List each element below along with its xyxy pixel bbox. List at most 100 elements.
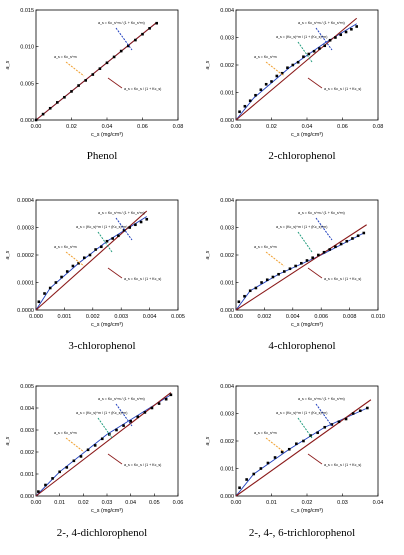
data-point — [93, 444, 97, 447]
data-point — [282, 270, 286, 273]
data-point — [117, 234, 120, 238]
data-point — [65, 270, 69, 273]
x-tick-label: 0.005 — [171, 314, 185, 320]
toth-arrow — [97, 231, 113, 253]
x-axis-label: c_s (mg/cm³) — [91, 322, 123, 328]
sips-arrow — [115, 403, 133, 427]
data-point — [115, 428, 118, 432]
sips-equation: a_s = Kc_s^m / (1 + Kc_s^m) — [98, 211, 145, 215]
plot-frame — [235, 199, 379, 311]
data-point — [334, 36, 337, 39]
data-point — [330, 423, 334, 426]
data-point — [56, 101, 59, 104]
x-tick-label: 0.02 — [302, 500, 313, 506]
x-tick-label: 0.02 — [66, 124, 77, 130]
data-point — [100, 245, 103, 249]
data-point — [318, 47, 321, 50]
data-point — [128, 226, 132, 229]
langmuir-arrow — [107, 77, 123, 89]
data-point — [122, 424, 125, 427]
y-tick-label: 0.004 — [220, 8, 234, 14]
sips-arrow — [315, 403, 333, 427]
y-tick-label: 0.0003 — [17, 226, 34, 232]
data-point — [145, 217, 149, 221]
data-point — [259, 467, 263, 470]
data-point — [134, 223, 137, 227]
data-point — [139, 220, 143, 224]
sips-equation: a_s = Kc_s^m / (1 + Kc_s^m) — [298, 397, 345, 401]
x-axis-label: c_s (mg/cm³) — [291, 132, 323, 138]
data-point — [344, 417, 348, 421]
data-point — [105, 61, 109, 65]
freundlich-equation: a_s = Kc_s^m — [54, 245, 77, 249]
x-tick-label: 0.01 — [54, 500, 65, 506]
sips-fit-line — [35, 394, 172, 497]
data-point — [70, 90, 73, 93]
data-point — [237, 300, 241, 304]
x-tick-label: 0.004 — [286, 314, 300, 320]
freundlich-arrow — [265, 437, 285, 453]
data-point — [323, 425, 327, 429]
data-point — [112, 55, 116, 59]
y-tick-label: 0.0002 — [17, 253, 34, 259]
data-point — [111, 237, 114, 240]
data-point — [323, 44, 327, 48]
data-point — [88, 253, 92, 257]
toth-equation: a_s = (Kc_s)^m / (1 + (Kc_s)^m) — [276, 35, 328, 39]
data-point — [150, 406, 154, 410]
langmuir-arrow — [307, 77, 323, 89]
data-point — [63, 95, 66, 99]
x-tick-label: 0.010 — [371, 314, 385, 320]
data-point — [51, 477, 54, 480]
y-tick-label: 0.000 — [220, 308, 234, 314]
data-point — [243, 294, 246, 298]
data-point — [86, 448, 90, 452]
data-point — [309, 434, 312, 437]
data-point — [356, 234, 360, 238]
data-point — [334, 245, 337, 249]
data-point — [302, 55, 305, 59]
x-tick-label: 0.03 — [337, 500, 348, 506]
data-point — [317, 253, 320, 257]
data-point — [273, 456, 277, 459]
caption-5: 2-, 4-, 6-trichlorophenol — [248, 527, 356, 539]
x-tick-label: 0.02 — [78, 500, 89, 506]
data-point — [328, 248, 332, 251]
data-point — [43, 292, 46, 295]
y-axis-label: a_s — [5, 436, 11, 445]
data-point — [351, 412, 355, 415]
x-tick-label: 0.000 — [229, 314, 243, 320]
data-point — [355, 25, 358, 28]
data-point — [277, 272, 280, 276]
y-tick-label: 0.015 — [20, 8, 34, 14]
data-point — [259, 88, 263, 92]
toth-arrow — [297, 417, 313, 439]
y-axis-label: a_s — [205, 60, 211, 69]
data-point — [322, 250, 326, 254]
data-point — [307, 52, 311, 56]
data-point — [294, 264, 297, 268]
x-tick-label: 0.006 — [314, 314, 328, 320]
data-point — [41, 112, 45, 116]
data-point — [71, 264, 75, 268]
data-point — [270, 80, 273, 83]
langmuir-equation: a_s = Kc_s / (1 + Kc_s) — [124, 463, 161, 467]
data-point — [155, 21, 158, 25]
toth-arrow — [297, 231, 313, 253]
x-tick-label: 0.03 — [102, 500, 113, 506]
langmuir-fit-line — [235, 17, 358, 121]
x-tick-label: 0.04 — [125, 500, 136, 506]
sips-arrow — [315, 27, 333, 51]
data-point — [362, 231, 366, 235]
data-point — [358, 409, 362, 413]
data-point — [300, 261, 303, 265]
y-tick-label: 0.000 — [20, 494, 34, 500]
sips-arrow — [115, 27, 133, 51]
x-axis-label: c_s (mg/cm³) — [91, 508, 123, 514]
freundlich-arrow — [65, 437, 85, 453]
x-tick-label: 0.04 — [373, 500, 384, 506]
sips-equation: a_s = Kc_s^m / (1 + Kc_s^m) — [298, 211, 345, 215]
toth-equation: a_s = (Kc_s)^m / (1 + (Kc_s)^m) — [76, 225, 128, 229]
data-point — [129, 419, 132, 423]
langmuir-equation: a_s = Kc_s / (1 + Kc_s) — [324, 87, 361, 91]
